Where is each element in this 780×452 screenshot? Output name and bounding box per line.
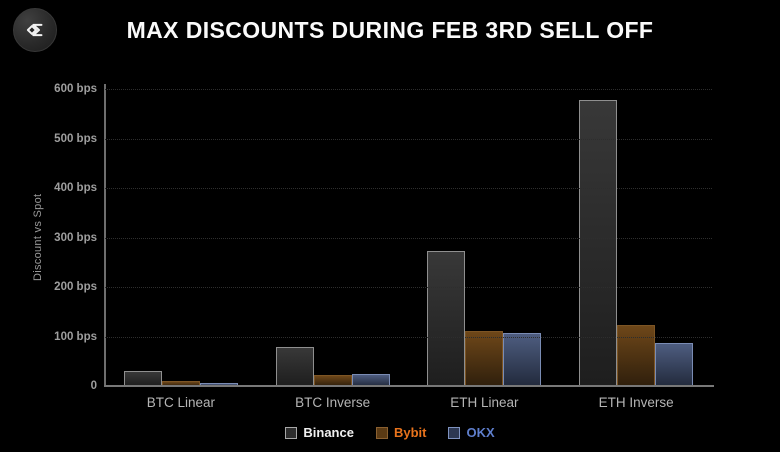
y-tick-label-300: 300 bps (54, 231, 97, 244)
bar-okx-btc-inverse (351, 373, 390, 386)
brand-logo (13, 8, 57, 52)
x-label-eth-inverse: ETH Inverse (598, 395, 674, 410)
gridline-100 (105, 336, 712, 338)
bar-group-eth-inverse (560, 89, 712, 386)
x-axis-labels: BTC Linear BTC Inverse ETH Linear ETH Inver… (105, 395, 712, 410)
bar-okx-eth-inverse (655, 343, 694, 386)
gridline-200 (105, 287, 712, 288)
y-tick-label-100: 100 bps (54, 330, 97, 343)
bar-group-eth-linear (409, 89, 561, 386)
x-label-btc-linear: BTC Linear (146, 395, 216, 410)
y-tick-label-500: 500 bps (54, 132, 97, 145)
y-tick-label-600: 600 bps (54, 83, 97, 95)
gridline-400 (105, 188, 712, 189)
legend-item-bybit[interactable]: Bybit (375, 425, 427, 440)
legend-label-okx: OKX (466, 425, 495, 440)
y-tick-label-0: 0 (90, 380, 97, 392)
legend-swatch-binance (285, 426, 298, 439)
bar-okx-btc-linear (199, 383, 238, 386)
bar-okx-eth-linear (503, 333, 542, 386)
y-tick-label-200: 200 bps (54, 281, 97, 293)
sigma-diamond-icon (26, 23, 43, 37)
legend: Binance Bybit OKX (0, 425, 780, 440)
gridline-300 (105, 237, 712, 239)
legend-item-okx[interactable]: OKX (448, 425, 495, 440)
bar-group-btc-linear (105, 89, 257, 386)
legend-label-bybit: Bybit (393, 425, 427, 440)
chart-title: MAX DISCOUNTS DURING FEB 3RD SELL OFF (126, 17, 654, 43)
plot-area (105, 89, 712, 386)
bar-bybit-btc-linear (161, 381, 200, 386)
bar-binance-btc-linear (123, 371, 162, 386)
bar-bybit-eth-inverse (617, 325, 656, 386)
bar-bybit-eth-linear (465, 331, 504, 386)
x-label-eth-linear: ETH Linear (450, 395, 519, 410)
bar-binance-btc-inverse (275, 347, 314, 386)
y-axis-ticks: 600 bps 500 bps 400 bps 300 bps 200 bps 100 b… (0, 83, 97, 392)
bar-groups (105, 89, 712, 386)
gridline-500 (105, 138, 712, 140)
bar-bybit-btc-inverse (313, 375, 352, 386)
legend-item-binance[interactable]: Binance (285, 425, 354, 440)
legend-swatch-bybit (375, 426, 388, 439)
y-tick-label-400: 400 bps (54, 182, 97, 194)
bar-binance-eth-linear (427, 250, 466, 386)
y-axis-line (104, 84, 106, 387)
gridline-600 (105, 89, 712, 90)
legend-label-binance: Binance (303, 425, 354, 440)
bar-group-btc-inverse (257, 89, 409, 386)
x-axis-line (104, 385, 714, 387)
bar-binance-eth-inverse (579, 99, 618, 386)
x-label-btc-inverse: BTC Inverse (295, 395, 371, 410)
legend-swatch-okx (448, 426, 461, 439)
